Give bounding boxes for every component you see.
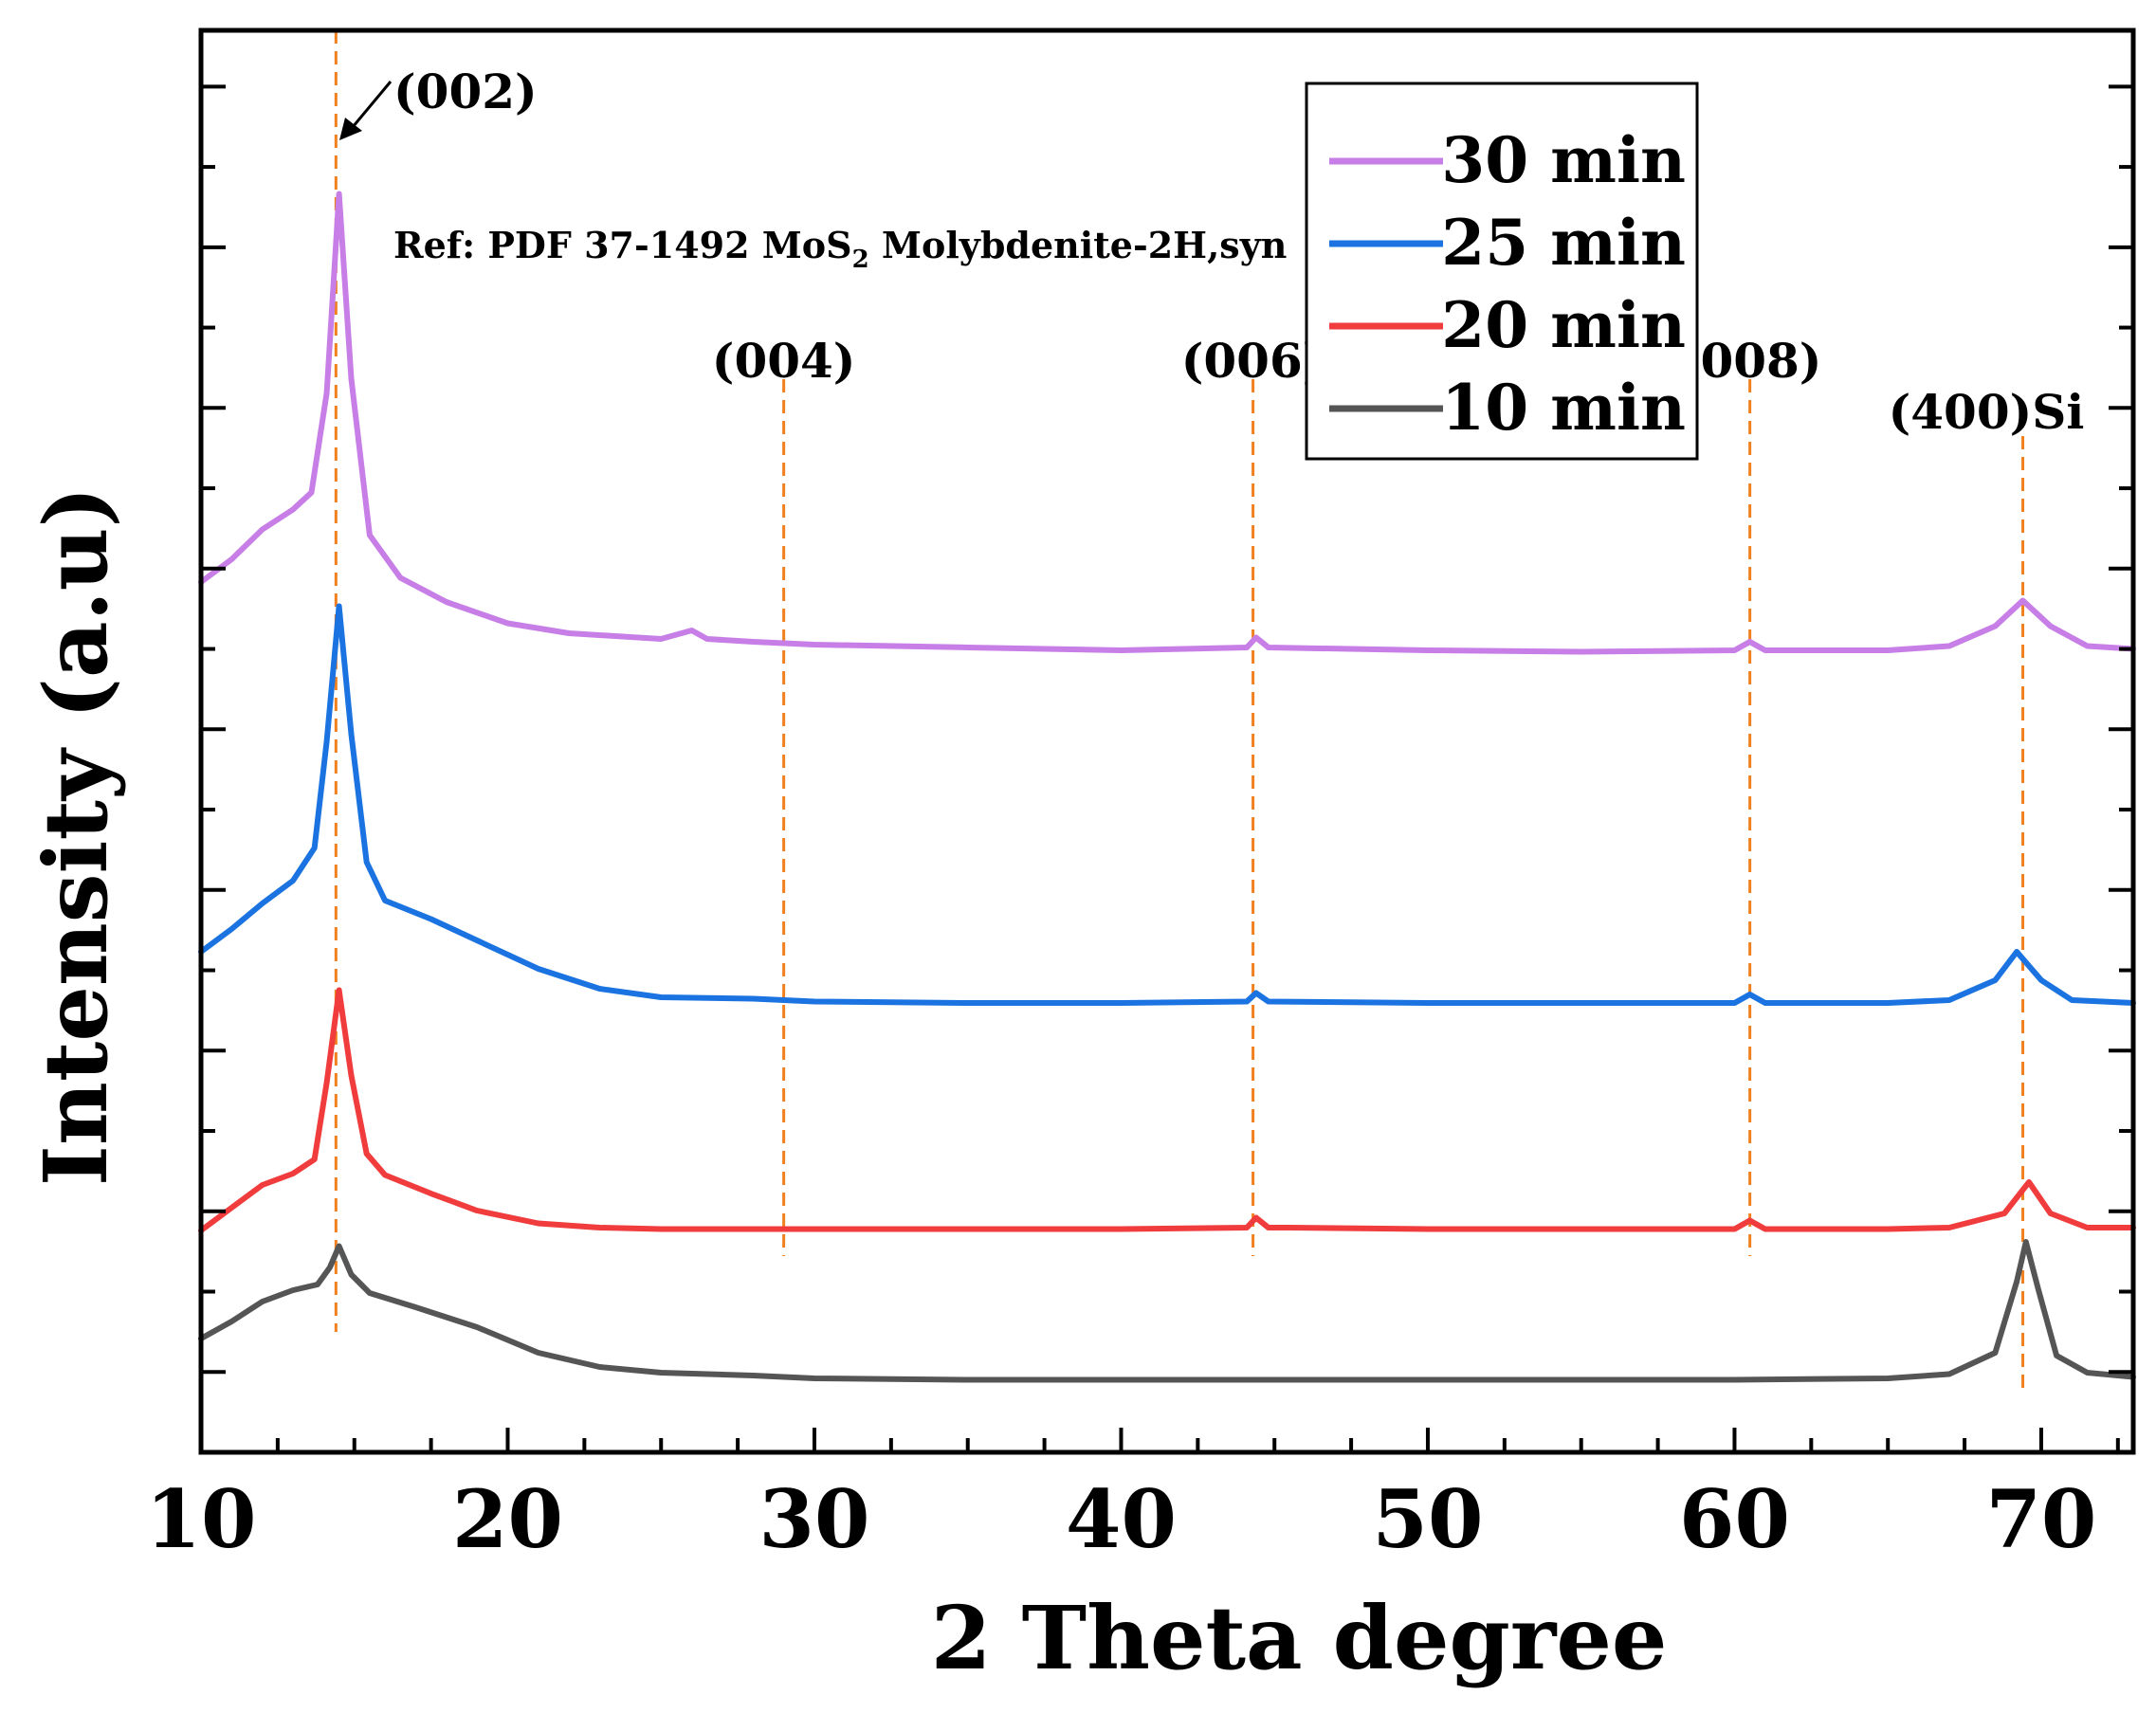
x-tick-label: 50 bbox=[1373, 1472, 1484, 1566]
peak-arrow bbox=[339, 81, 393, 140]
peak-label: (008) bbox=[1678, 333, 1822, 389]
x-tick-label: 20 bbox=[452, 1472, 563, 1566]
peak-label: (400)Si bbox=[1889, 384, 2085, 440]
x-tick-label: 70 bbox=[1985, 1472, 2096, 1566]
series-line-10-min bbox=[198, 1239, 2136, 1383]
axis-ticks bbox=[199, 84, 2133, 1452]
legend-box bbox=[1305, 82, 1699, 461]
peak-labels: (002) (004) (006) (008) (400)Si bbox=[393, 64, 2084, 440]
x-axis-title: 2 Theta degree bbox=[931, 1587, 1668, 1689]
reference-annotation: Ref: PDF 37-1492 MoS2 Molybdenite-2H,syn bbox=[393, 224, 1287, 274]
series-line-20-min bbox=[198, 987, 2136, 1233]
legend-label: 20 min bbox=[1441, 288, 1686, 362]
reference-subscript: 2 bbox=[852, 246, 869, 274]
legend-label: 30 min bbox=[1441, 123, 1686, 197]
x-tick-label: 10 bbox=[146, 1472, 257, 1566]
series-line-25-min bbox=[198, 603, 2136, 1006]
legend: 30 min 25 min 20 min 10 min bbox=[1305, 82, 1699, 461]
x-tick-labels: 10 20 30 40 50 60 70 bbox=[146, 1472, 2097, 1566]
x-tick-label: 30 bbox=[759, 1472, 870, 1566]
arrow-line bbox=[351, 81, 393, 128]
arrow-head bbox=[339, 118, 362, 140]
legend-label: 25 min bbox=[1441, 206, 1686, 280]
reference-suffix: Molybdenite-2H,syn bbox=[869, 224, 1288, 266]
peak-label: (006) bbox=[1181, 333, 1325, 389]
legend-label: 10 min bbox=[1441, 371, 1686, 445]
series-line-30-min bbox=[198, 191, 2136, 655]
peak-label: (002) bbox=[393, 64, 538, 119]
peak-label: (004) bbox=[712, 333, 856, 389]
x-tick-label: 40 bbox=[1066, 1472, 1177, 1566]
series-lines bbox=[198, 191, 2136, 1383]
x-tick-label: 60 bbox=[1679, 1472, 1790, 1566]
peak-marker-lines bbox=[334, 30, 2025, 1389]
plot-frame bbox=[198, 27, 2136, 1455]
y-axis-title: Intensity (a.u) bbox=[25, 486, 127, 1186]
reference-text: Ref: PDF 37-1492 MoS bbox=[393, 224, 852, 266]
